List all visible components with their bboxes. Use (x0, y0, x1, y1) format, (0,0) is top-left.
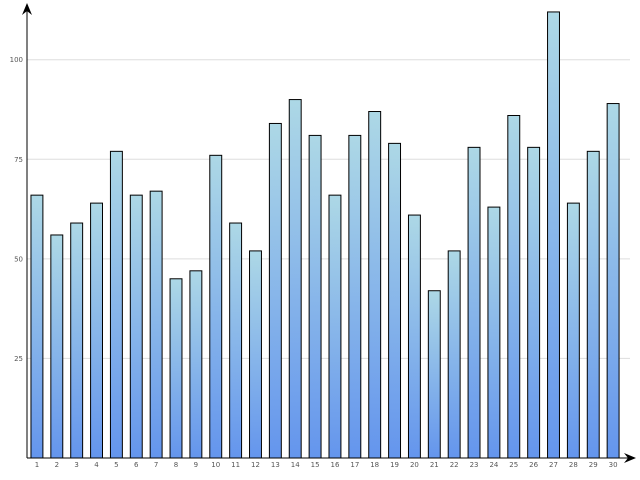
bar-7 (149, 190, 163, 459)
bar-18 (368, 111, 382, 459)
x-tick-label: 2 (55, 461, 59, 469)
x-tick-label: 13 (271, 461, 280, 469)
bar-15 (308, 134, 322, 459)
x-tick-label: 18 (370, 461, 379, 469)
bar-27 (547, 11, 560, 459)
bar-21 (427, 290, 441, 459)
bar-8 (169, 278, 183, 459)
x-tick-label: 3 (74, 461, 78, 469)
bar-5 (109, 150, 123, 459)
bar-20 (407, 214, 421, 459)
y-axis-arrow (22, 3, 32, 15)
x-tick-label: 19 (390, 461, 399, 469)
y-tick-label: 100 (10, 56, 23, 64)
x-tick-label: 4 (94, 461, 99, 469)
x-axis-arrow (624, 453, 636, 463)
x-tick-label: 24 (489, 461, 498, 469)
x-tick-label: 17 (350, 461, 359, 469)
x-tick-label: 16 (330, 461, 339, 469)
bar-16 (328, 194, 342, 459)
bar-2 (50, 234, 64, 459)
x-tick-label: 15 (311, 461, 320, 469)
bar-17 (348, 134, 362, 459)
x-tick-label: 25 (509, 461, 518, 469)
x-tick-label: 23 (470, 461, 479, 469)
bar-22 (447, 250, 461, 459)
x-tick-label: 26 (529, 461, 538, 469)
bar-26 (527, 146, 541, 459)
bar-10 (209, 154, 223, 459)
bars (30, 11, 620, 459)
bar-11 (229, 222, 243, 459)
x-tick-label: 10 (211, 461, 220, 469)
y-tick-label: 25 (14, 355, 23, 363)
axes (22, 3, 636, 463)
x-tick-label: 8 (174, 461, 178, 469)
bar-24 (487, 206, 501, 459)
bar-23 (467, 146, 481, 459)
x-tick-labels: 1 2 3 4 5 6 7 8 9 10 11 12 13 14 15 16 17 18 19 20 21 22 23 24 2… (35, 461, 618, 469)
x-tick-label: 1 (35, 461, 39, 469)
y-tick-labels: 25 50 75 100 (10, 56, 23, 363)
x-tick-label: 20 (410, 461, 419, 469)
bar-4 (90, 202, 103, 459)
x-tick-label: 12 (251, 461, 260, 469)
x-tick-label: 5 (114, 461, 118, 469)
bar-29 (586, 150, 600, 459)
x-tick-label: 27 (549, 461, 558, 469)
bar-30 (606, 103, 620, 459)
x-tick-label: 11 (231, 461, 240, 469)
x-tick-label: 30 (609, 461, 618, 469)
bar-14 (288, 99, 302, 459)
y-tick-label: 75 (14, 156, 23, 164)
bar-28 (566, 202, 580, 459)
bar-9 (189, 270, 203, 459)
x-tick-label: 28 (569, 461, 578, 469)
bar-1 (30, 194, 44, 459)
bar-12 (249, 250, 262, 459)
bar-6 (129, 194, 143, 459)
bar-19 (388, 142, 402, 459)
x-tick-label: 9 (194, 461, 198, 469)
x-tick-label: 29 (589, 461, 598, 469)
x-tick-label: 21 (430, 461, 439, 469)
bar-13 (268, 122, 282, 459)
bar-25 (507, 114, 521, 459)
x-tick-label: 6 (134, 461, 139, 469)
bar-3 (70, 222, 84, 459)
x-tick-label: 22 (450, 461, 459, 469)
x-tick-label: 7 (154, 461, 158, 469)
x-tick-label: 14 (291, 461, 300, 469)
y-tick-label: 50 (14, 255, 23, 263)
